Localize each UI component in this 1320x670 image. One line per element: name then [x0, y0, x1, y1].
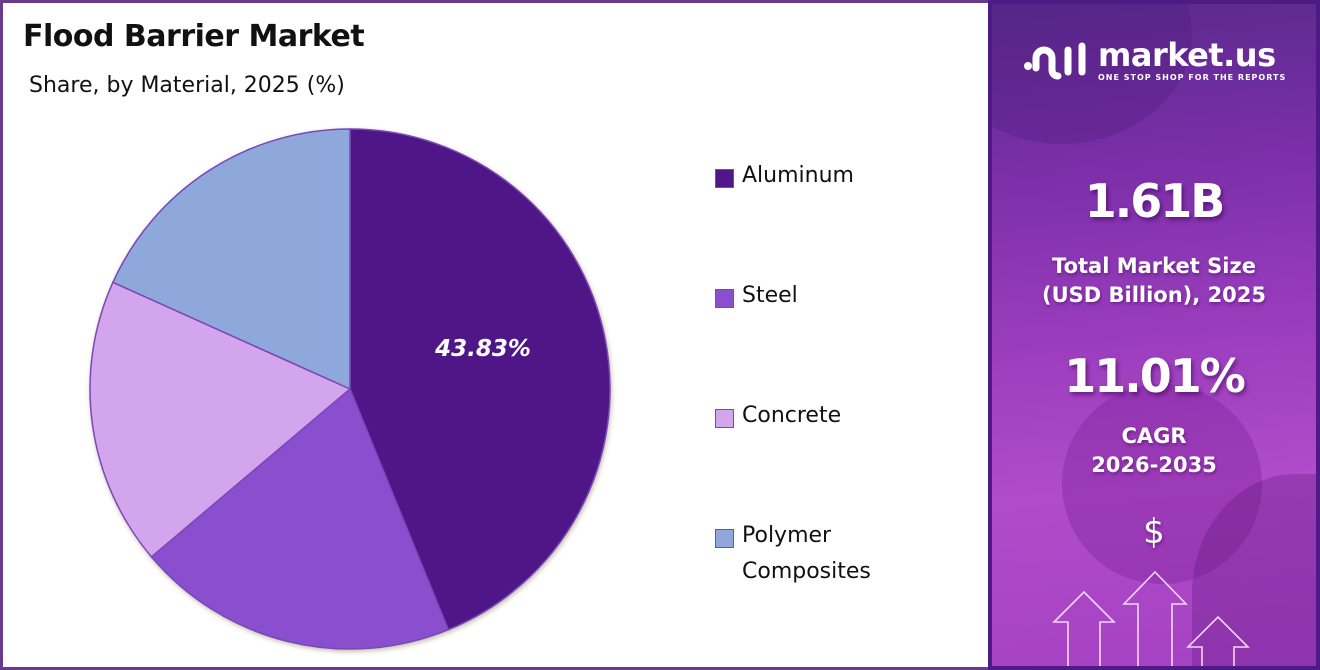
pie-slice-polymer-composites — [111, 128, 351, 391]
legend-swatch-concrete — [715, 409, 734, 428]
chart-subtitle: Share, by Material, 2025 (%) — [29, 73, 345, 98]
legend-swatch-aluminum — [715, 169, 734, 188]
legend-item-polymer-composites: Polymer Composites — [715, 523, 871, 590]
legend-label: Aluminum — [742, 163, 854, 188]
cagr-value: 11.01% — [1064, 349, 1246, 403]
pie-slice-steel — [150, 387, 450, 650]
summary-panel: market.us ONE STOP SHOP FOR THE REPORTS … — [988, 0, 1320, 670]
aluminum-slice-label: 43.83% — [434, 336, 531, 362]
growth-arrows-icon — [1052, 570, 1250, 666]
cagr-caption-line2: 2026-2035 — [1091, 453, 1217, 477]
dollar-icon: $ — [1143, 512, 1165, 552]
cagr-caption: CAGR 2026-2035 — [992, 422, 1316, 480]
legend-label: Concrete — [742, 403, 842, 428]
pie-chart-svg: 43.83% — [89, 128, 611, 650]
cagr-caption-line1: CAGR — [1121, 424, 1187, 448]
legend-item-steel: Steel — [715, 283, 798, 314]
market-size-caption-line1: Total Market Size — [1052, 254, 1256, 278]
legend-swatch-polymer-composites — [715, 529, 734, 548]
market-us-logo-icon — [1024, 42, 1086, 80]
legend-label: Steel — [742, 283, 798, 308]
legend-item-concrete: Concrete — [715, 403, 841, 434]
market-size-caption-line2: (USD Billion), 2025 — [1041, 283, 1267, 307]
legend-label-line1: Polymer — [742, 523, 832, 548]
pie-slice-concrete — [89, 281, 352, 558]
brand-logo: market.us ONE STOP SHOP FOR THE REPORTS — [1022, 38, 1286, 82]
pie-slice-aluminum — [349, 128, 611, 631]
market-size-value: 1.61B — [1084, 174, 1226, 228]
brand-name: market.us — [1098, 35, 1276, 74]
chart-panel: Flood Barrier Market Share, by Material,… — [0, 0, 988, 670]
legend-item-aluminum: Aluminum — [715, 163, 854, 194]
pie-chart: 43.83% — [83, 123, 623, 663]
legend-label-line2: Composites — [742, 559, 871, 584]
brand-tagline: ONE STOP SHOP FOR THE REPORTS — [1098, 72, 1287, 82]
legend-swatch-steel — [715, 289, 734, 308]
legend-label: Polymer Composites — [742, 518, 871, 590]
chart-title: Flood Barrier Market — [23, 19, 365, 54]
background-decoration — [1062, 384, 1262, 584]
market-size-caption: Total Market Size (USD Billion), 2025 — [992, 252, 1316, 310]
